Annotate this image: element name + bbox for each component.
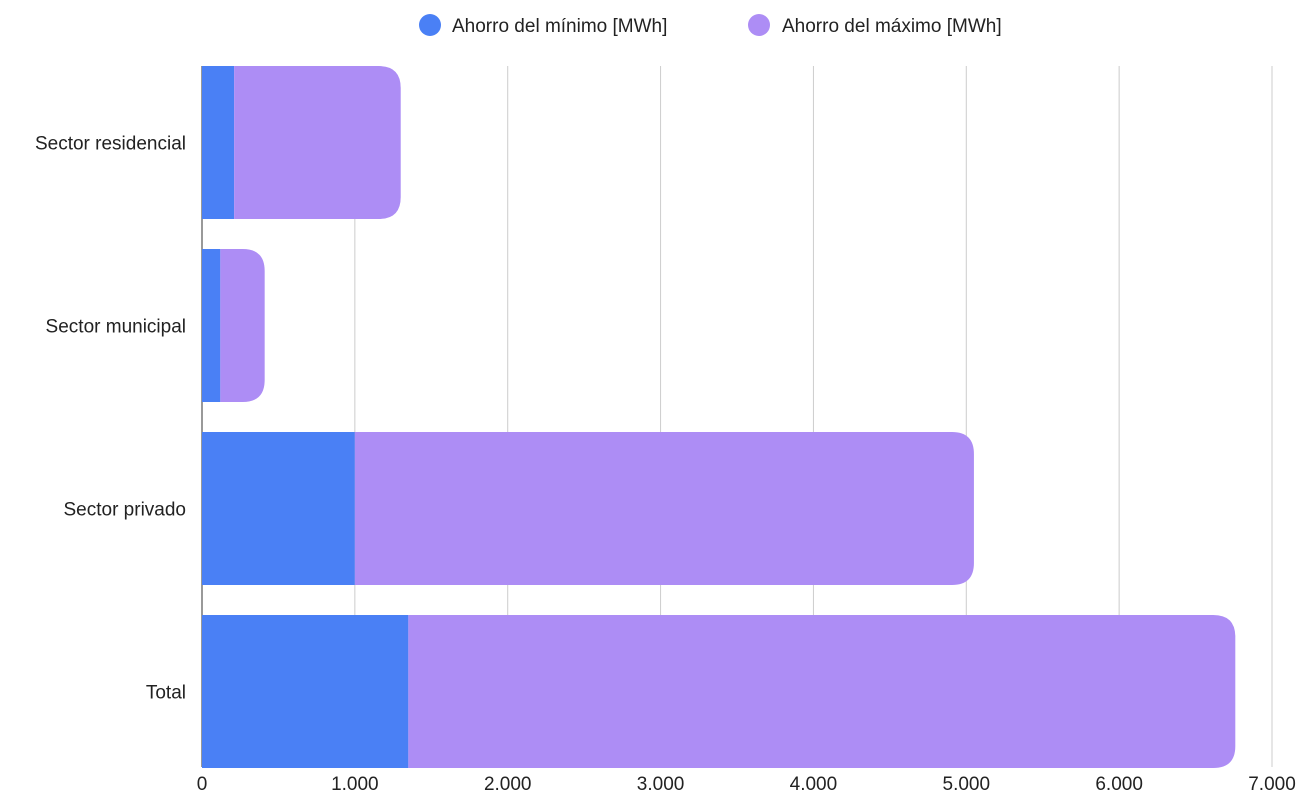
category-label: Sector residencial <box>35 134 186 155</box>
category-label: Sector municipal <box>46 317 186 338</box>
bars <box>202 66 1236 768</box>
bar-minimo-0 <box>202 66 235 219</box>
x-axis-ticks: 0 1.000 2.000 3.000 4.000 5.000 6.000 7.000 <box>197 774 1296 795</box>
legend: Ahorro del mínimo [MWh] Ahorro del máximo… <box>419 14 1002 37</box>
x-tick-label: 2.000 <box>484 774 532 795</box>
legend-swatch <box>419 14 441 36</box>
category-label: Total <box>146 683 186 704</box>
bar-minimo-1 <box>202 249 221 402</box>
legend-swatch <box>748 14 770 36</box>
bar-maximo-0 <box>234 66 401 219</box>
x-tick-label: 3.000 <box>637 774 685 795</box>
bar-minimo-3 <box>202 615 409 768</box>
bar-maximo-3 <box>408 615 1236 768</box>
legend-label: Ahorro del mínimo [MWh] <box>452 16 667 37</box>
category-label: Sector privado <box>63 500 186 521</box>
legend-label: Ahorro del máximo [MWh] <box>782 16 1002 37</box>
bar-maximo-2 <box>354 432 974 585</box>
bar-maximo-1 <box>220 249 265 402</box>
x-tick-label: 1.000 <box>331 774 379 795</box>
x-tick-label: 7.000 <box>1248 774 1296 795</box>
x-tick-label: 6.000 <box>1095 774 1143 795</box>
category-labels: Sector residencial Sector municipal Sector… <box>35 134 186 704</box>
x-tick-label: 5.000 <box>943 774 991 795</box>
x-tick-label: 4.000 <box>790 774 838 795</box>
bar-minimo-2 <box>202 432 355 585</box>
x-tick-label: 0 <box>197 774 208 795</box>
